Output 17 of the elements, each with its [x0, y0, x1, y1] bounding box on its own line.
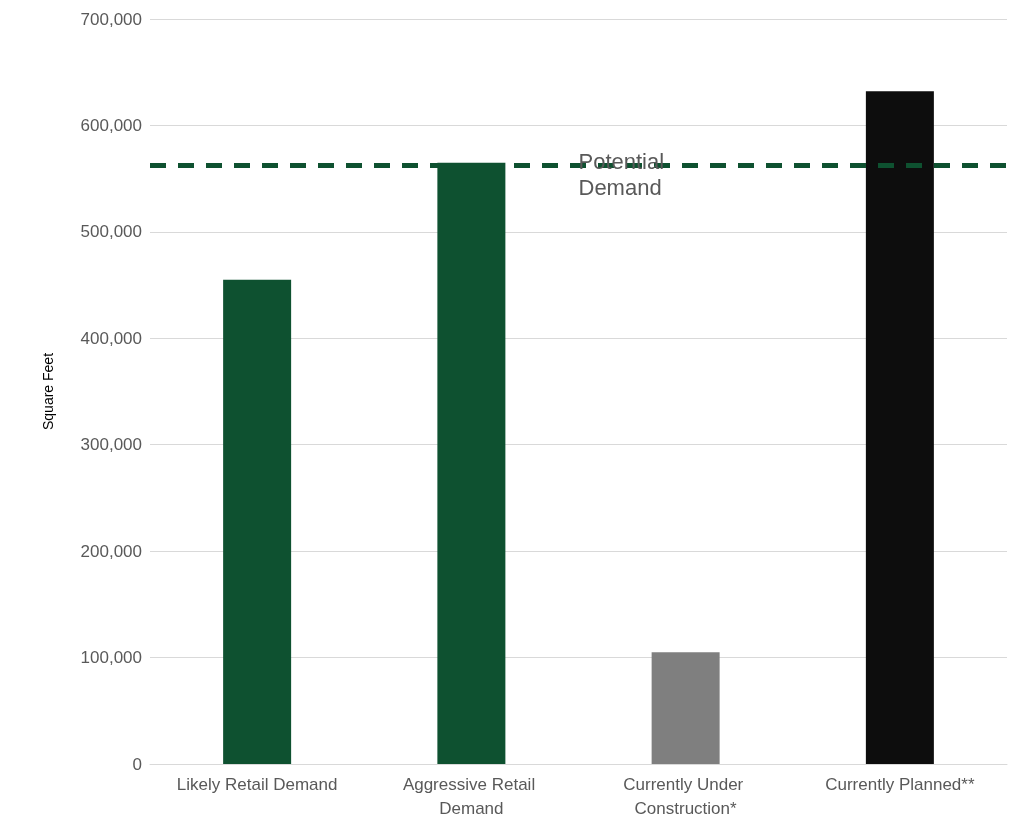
y-tick-label: 500,000 [80, 222, 142, 242]
bar [651, 652, 720, 764]
bar [223, 279, 292, 764]
y-tick-label: 0 [132, 754, 142, 774]
y-tick-label: 400,000 [80, 328, 142, 348]
bar [865, 91, 934, 764]
y-axis-title: Square Feet [40, 352, 56, 431]
x-tick-label: Likely Retail Demand [176, 774, 338, 794]
ref-line-label: Potential Demand [578, 149, 671, 201]
y-tick-label: 300,000 [80, 435, 142, 455]
x-tick-label: Currently Under Construction* [623, 774, 748, 818]
y-tick-label: 100,000 [80, 648, 142, 668]
x-tick-label: Currently Planned** [825, 774, 975, 794]
x-tick-label: Aggressive Retail Demand [402, 774, 540, 818]
y-tick-label: 200,000 [80, 541, 142, 561]
y-tick-label: 600,000 [80, 115, 142, 135]
y-tick-label: 700,000 [80, 9, 142, 29]
